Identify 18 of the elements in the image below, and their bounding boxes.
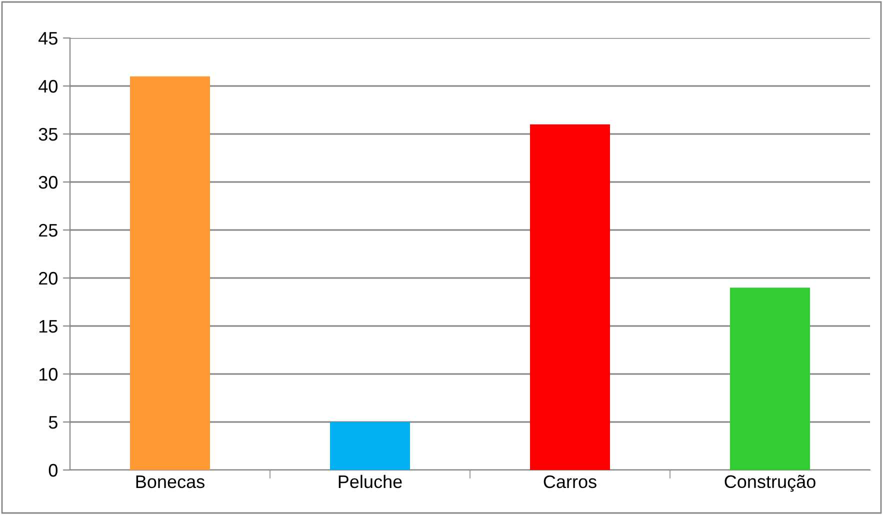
y-tick-label: 5 xyxy=(48,416,58,429)
y-tick-label: 15 xyxy=(39,320,58,333)
y-tick-label: 30 xyxy=(38,176,58,189)
x-tick-label: Bonecas xyxy=(136,476,204,488)
bar xyxy=(330,422,410,470)
y-tick-label: 45 xyxy=(38,32,58,45)
y-tick-label: 25 xyxy=(39,224,58,237)
y-tick-label: 35 xyxy=(38,128,58,141)
x-tick-label: Peluche xyxy=(338,474,402,488)
y-tick-label: 0 xyxy=(48,464,58,477)
y-tick-label: 20 xyxy=(39,272,58,285)
y-tick-label: 40 xyxy=(38,80,58,93)
bar xyxy=(130,76,210,470)
x-tick-label: Construção xyxy=(724,474,816,492)
bar xyxy=(530,124,610,470)
bar xyxy=(730,288,810,470)
y-tick-label: 10 xyxy=(39,368,58,381)
x-tick-label: Carros xyxy=(544,475,596,488)
